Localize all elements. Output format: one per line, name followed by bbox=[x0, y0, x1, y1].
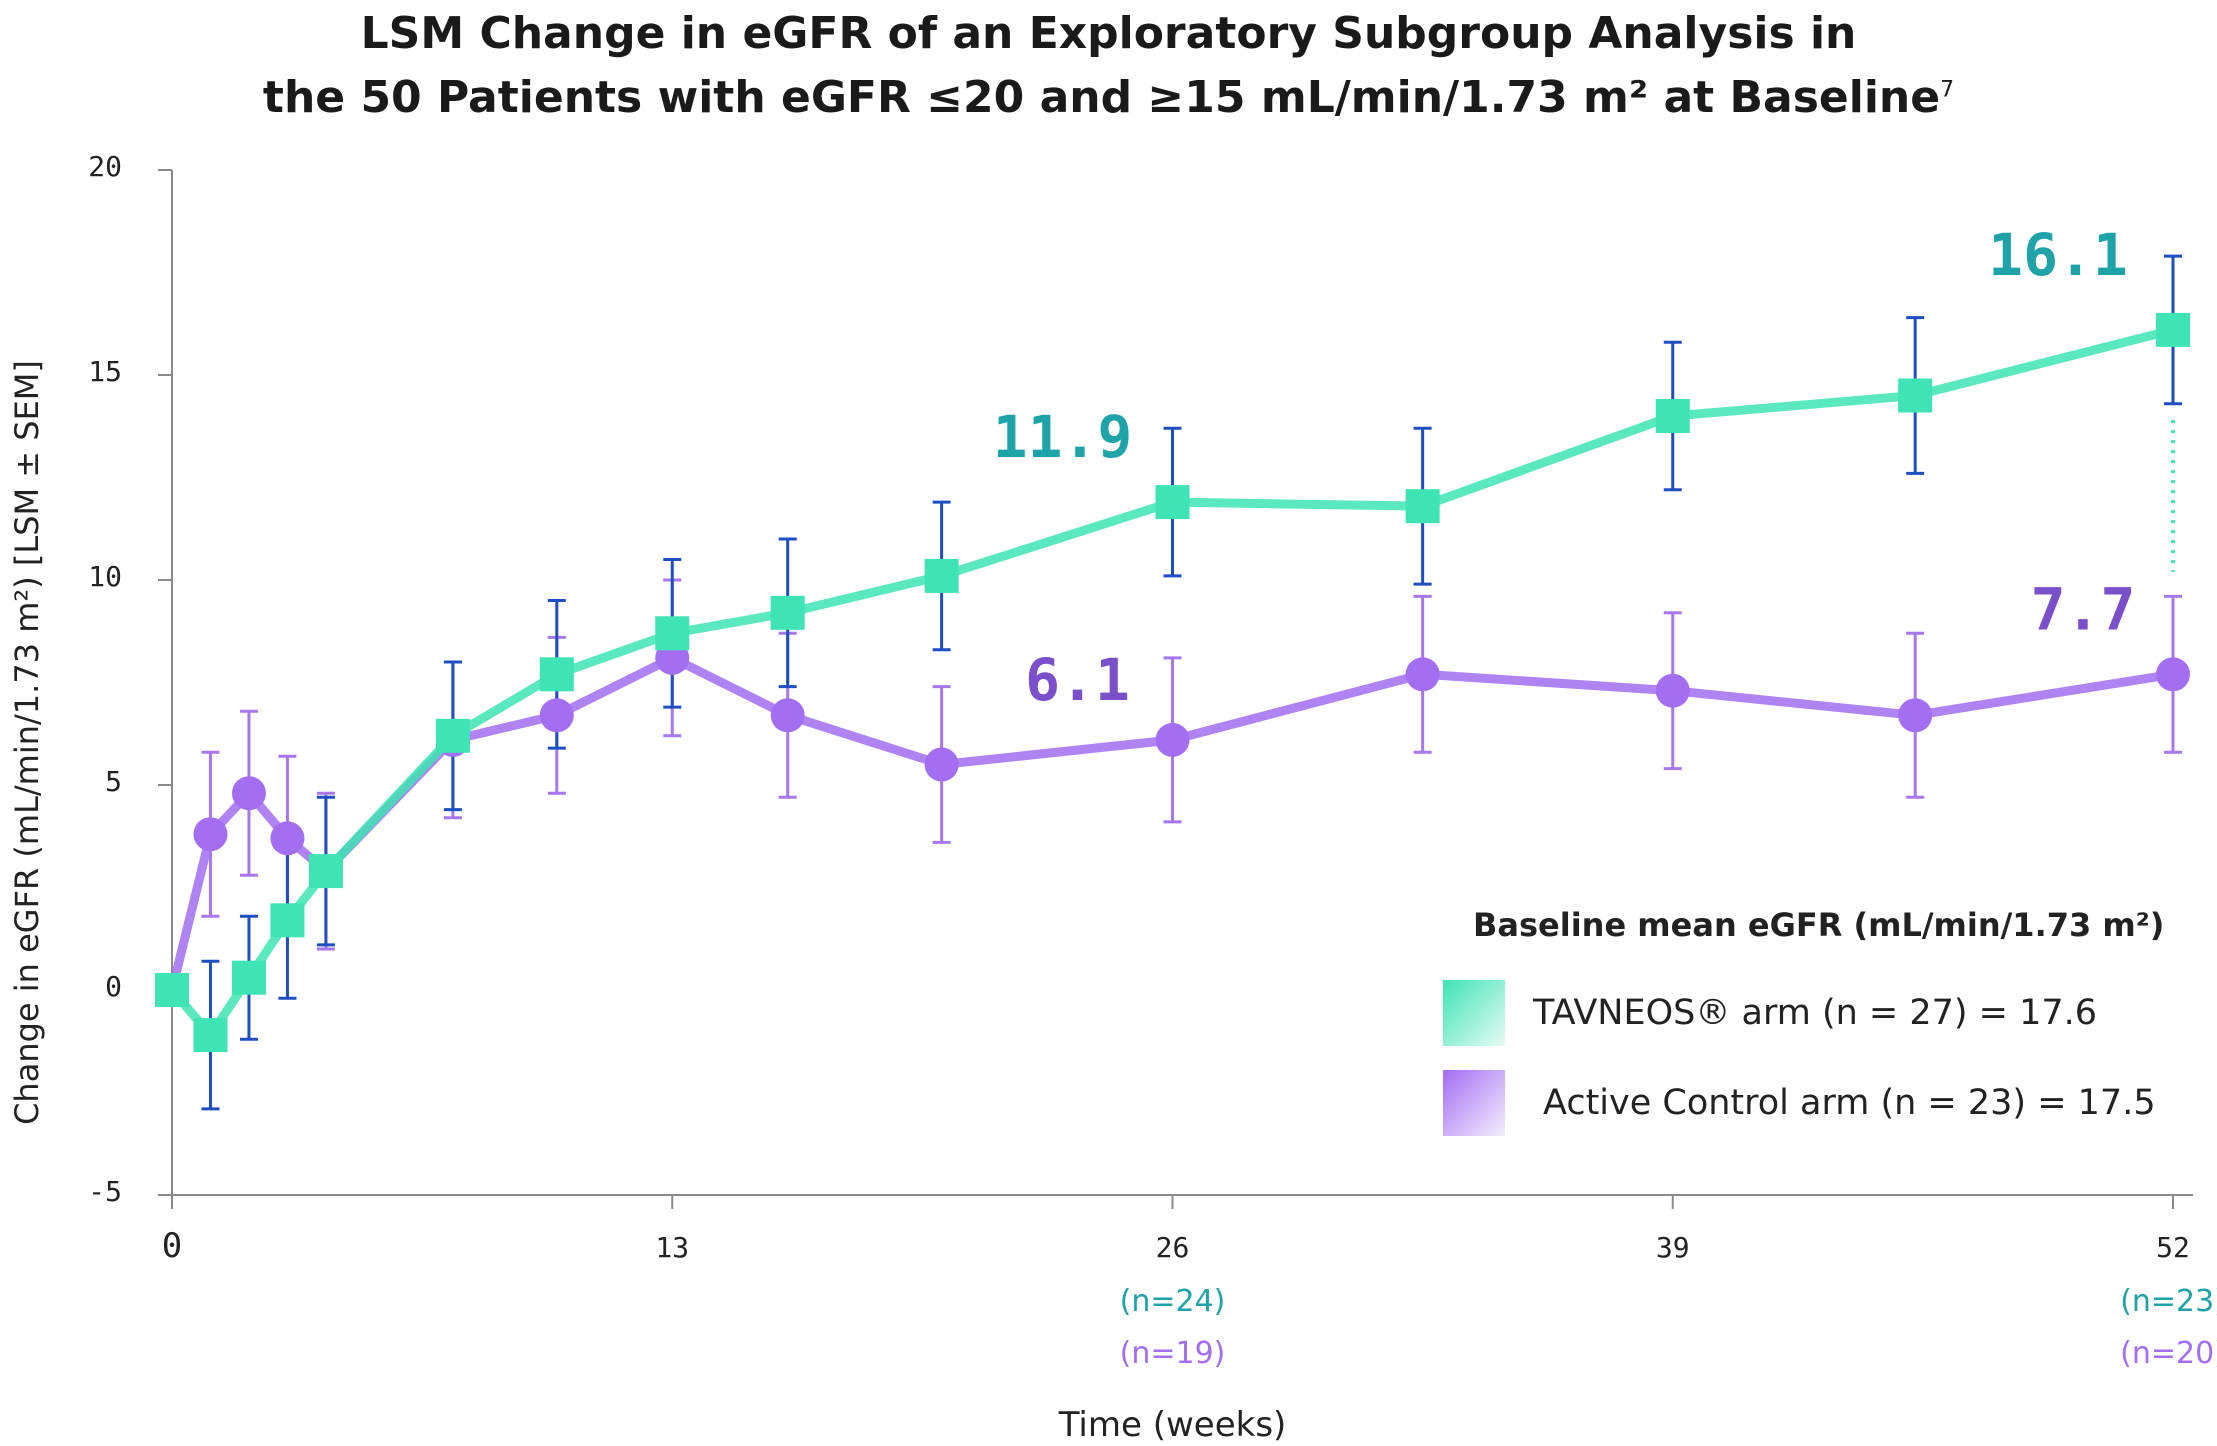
x-axis-title: Time (weeks) bbox=[1058, 1405, 1287, 1445]
legend: Baseline mean eGFR (mL/min/1.73 m²) TAVN… bbox=[1443, 906, 2164, 1136]
data-label: 16.1 bbox=[1988, 221, 2128, 289]
tavneos-point bbox=[193, 1018, 228, 1053]
tavneos-point bbox=[1655, 399, 1690, 433]
y-tick-label: 15 bbox=[88, 355, 122, 388]
control-point bbox=[924, 747, 959, 782]
control-point bbox=[2156, 657, 2190, 692]
control-point bbox=[770, 698, 805, 733]
chart-title-text: the 50 Patients with eGFR ≤20 and ≥15 mL… bbox=[262, 72, 1941, 123]
tavneos-point bbox=[435, 718, 470, 753]
control-point bbox=[1155, 722, 1190, 757]
tavneos-line-segment bbox=[552, 628, 677, 679]
control-line-segment bbox=[937, 735, 1177, 769]
tavneos-point bbox=[2156, 312, 2190, 347]
control-line-segment bbox=[167, 829, 215, 995]
legend-item-control: Active Control arm (n = 23) = 17.5 bbox=[1543, 1083, 2156, 1123]
tavneos-point bbox=[1898, 378, 1933, 413]
control-line-segment bbox=[783, 710, 947, 769]
control-line-segment bbox=[552, 653, 677, 720]
control-point bbox=[1898, 698, 1933, 733]
data-label: 6.1 bbox=[1025, 646, 1130, 714]
legend-title: Baseline mean eGFR (mL/min/1.73 m²) bbox=[1473, 906, 2164, 944]
tavneos-line-segment bbox=[937, 497, 1177, 581]
tavneos-line-segment bbox=[448, 669, 562, 741]
n-label-tavneos: (n=23) bbox=[2120, 1284, 2217, 1319]
series-layer: 11.9 16.1 6.1 7.7 bbox=[155, 221, 2190, 1111]
x-tick-label: 39 bbox=[1656, 1231, 1690, 1264]
control-line-segment bbox=[1668, 686, 1920, 720]
control-point bbox=[1405, 657, 1440, 692]
tavneos-point bbox=[539, 657, 574, 692]
control-point bbox=[270, 821, 305, 856]
y-tick-label: 10 bbox=[88, 560, 122, 593]
control-line-segment bbox=[667, 653, 793, 720]
x-tick-label: 26 bbox=[1156, 1231, 1190, 1264]
control-point bbox=[231, 776, 266, 811]
tavneos-point bbox=[308, 854, 343, 889]
tavneos-point bbox=[655, 616, 690, 651]
data-label: 7.7 bbox=[2031, 575, 2136, 643]
tavneos-line-segment bbox=[1910, 325, 2178, 400]
legend-swatch-tavneos bbox=[1443, 980, 1505, 1046]
tavneos-line-segment bbox=[1418, 411, 1678, 511]
n-label-control: (n=19) bbox=[1120, 1336, 1226, 1371]
tavneos-point bbox=[231, 960, 266, 995]
chart-title-line-2: the 50 Patients with eGFR ≤20 and ≥15 mL… bbox=[0, 72, 2217, 123]
chart-title-line-1: LSM Change in eGFR of an Exploratory Sub… bbox=[360, 8, 1857, 59]
tavneos-point bbox=[270, 903, 305, 938]
tavneos-line-segment bbox=[321, 731, 458, 876]
legend-swatch-control bbox=[1443, 1070, 1505, 1136]
control-line-segment bbox=[1910, 669, 2178, 720]
x-tick-label: 0 bbox=[162, 1226, 182, 1266]
control-line-segment bbox=[1168, 669, 1428, 745]
title-superscript: 7 bbox=[1940, 77, 1955, 103]
y-tick-label: 5 bbox=[105, 765, 122, 798]
tavneos-point bbox=[1155, 485, 1190, 520]
tavneos-line-segment bbox=[667, 608, 793, 638]
control-point bbox=[539, 698, 574, 733]
control-point bbox=[1655, 673, 1690, 708]
n-label-control: (n=20) bbox=[2120, 1336, 2217, 1371]
tavneos-line-segment bbox=[1168, 497, 1428, 511]
tavneos-line-segment bbox=[783, 571, 947, 618]
legend-item-tavneos: TAVNEOS® arm (n = 27) = 17.6 bbox=[1532, 993, 2097, 1033]
tavneos-point bbox=[924, 558, 959, 593]
control-point bbox=[193, 817, 228, 852]
y-axis-title: Change in eGFR (mL/min/1.73 m²) [LSM ± S… bbox=[8, 360, 46, 1125]
y-tick-label: -5 bbox=[88, 1175, 122, 1208]
tavneos-line-segment bbox=[1668, 391, 1920, 421]
n-label-tavneos: (n=24) bbox=[1120, 1284, 1226, 1319]
data-label: 11.9 bbox=[993, 403, 1133, 471]
y-tick-label: 20 bbox=[88, 150, 122, 183]
tavneos-point bbox=[155, 973, 189, 1007]
axes: 20 15 10 5 0 -5 0 13 26 39 52 (n=24) (n=19) (n=23) (n=… bbox=[8, 150, 2217, 1445]
tavneos-point bbox=[1405, 489, 1440, 524]
control-line-segment bbox=[448, 710, 562, 745]
tavneos-point bbox=[770, 595, 805, 630]
x-tick-label: 13 bbox=[655, 1231, 689, 1264]
x-tick-label: 52 bbox=[2156, 1231, 2190, 1264]
control-line-segment bbox=[1418, 669, 1678, 696]
y-tick-label: 0 bbox=[105, 970, 122, 1003]
